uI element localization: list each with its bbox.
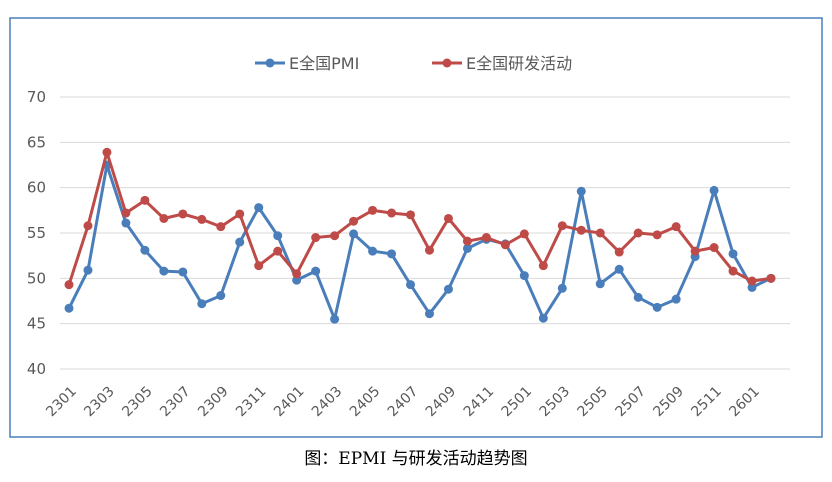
- point: [349, 216, 359, 226]
- point: [652, 302, 662, 312]
- point: [330, 314, 340, 324]
- point: [633, 228, 643, 238]
- legend-marker: [442, 58, 452, 68]
- point: [197, 299, 207, 309]
- point: [140, 245, 150, 255]
- point: [671, 294, 681, 304]
- point: [595, 228, 605, 238]
- point: [557, 221, 567, 231]
- point: [197, 214, 207, 224]
- point: [443, 284, 453, 294]
- point: [349, 229, 359, 239]
- point: [747, 276, 757, 286]
- caption: 图：EPMI 与研发活动趋势图: [304, 449, 527, 469]
- point: [500, 240, 510, 250]
- point: [709, 243, 719, 253]
- point: [462, 236, 472, 246]
- point: [330, 231, 340, 241]
- point: [519, 271, 529, 281]
- y-tick-label: 60: [27, 179, 46, 197]
- point: [652, 230, 662, 240]
- point: [576, 186, 586, 196]
- point: [311, 233, 321, 243]
- point: [273, 231, 283, 241]
- point: [273, 246, 283, 256]
- point: [728, 249, 738, 259]
- point: [424, 245, 434, 255]
- point: [121, 218, 131, 228]
- point: [462, 243, 472, 253]
- point: [178, 267, 188, 277]
- point: [633, 292, 643, 302]
- point: [178, 209, 188, 219]
- point: [235, 237, 245, 247]
- point: [557, 283, 567, 293]
- point: [519, 229, 529, 239]
- point: [538, 261, 548, 271]
- point: [64, 303, 74, 313]
- point: [424, 309, 434, 319]
- point: [121, 208, 131, 218]
- point: [538, 313, 548, 323]
- point: [254, 261, 264, 271]
- point: [216, 222, 226, 232]
- point: [387, 208, 397, 218]
- point: [595, 279, 605, 289]
- point: [481, 233, 491, 243]
- y-tick-label: 65: [27, 133, 46, 151]
- point: [292, 275, 302, 285]
- point: [709, 185, 719, 195]
- point: [83, 221, 93, 231]
- point: [728, 266, 738, 276]
- point: [254, 203, 264, 213]
- point: [747, 282, 757, 292]
- y-tick-label: 45: [27, 315, 46, 333]
- y-tick-label: 55: [27, 224, 46, 242]
- y-tick-label: 50: [27, 269, 46, 287]
- point: [443, 213, 453, 223]
- point: [159, 266, 169, 276]
- point: [671, 222, 681, 232]
- point: [216, 291, 226, 301]
- y-tick-label: 40: [27, 360, 46, 378]
- point: [614, 247, 624, 257]
- point: [576, 225, 586, 235]
- point: [140, 195, 150, 205]
- point: [311, 266, 321, 276]
- point: [83, 265, 93, 275]
- point: [102, 147, 112, 157]
- point: [387, 249, 397, 259]
- point: [368, 246, 378, 256]
- legend-label: E全国PMI: [289, 54, 359, 73]
- y-tick-label: 70: [27, 88, 46, 106]
- point: [368, 205, 378, 215]
- legend-marker: [265, 58, 275, 68]
- point: [766, 273, 776, 283]
- point: [159, 213, 169, 223]
- point: [292, 269, 302, 279]
- legend-label: E全国研发活动: [466, 54, 572, 73]
- point: [690, 246, 700, 256]
- point: [406, 210, 416, 220]
- point: [406, 280, 416, 290]
- point: [64, 280, 74, 290]
- point: [235, 209, 245, 219]
- point: [614, 264, 624, 274]
